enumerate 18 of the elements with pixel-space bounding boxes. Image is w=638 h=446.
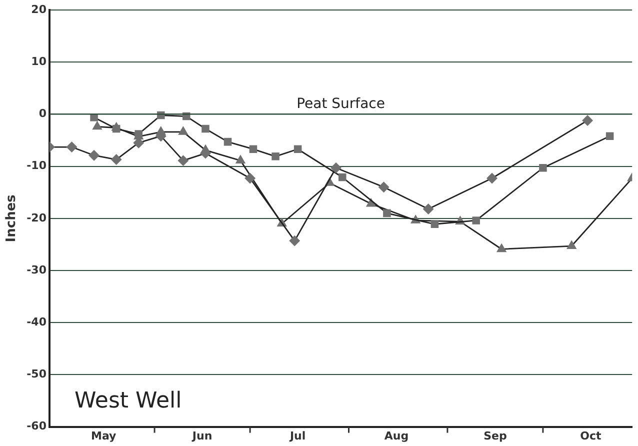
x-tick-label: Sep bbox=[484, 429, 507, 442]
annotation: West Well bbox=[74, 388, 182, 414]
x-tick-label: Jun bbox=[191, 429, 212, 442]
y-tick-label: 0 bbox=[38, 107, 47, 120]
x-tick-label: Aug bbox=[384, 429, 409, 442]
y-tick-label: -40 bbox=[26, 315, 47, 328]
ref-line-label: Peat Surface bbox=[296, 96, 385, 112]
y-tick-label: 10 bbox=[31, 54, 47, 68]
x-tick-label: Oct bbox=[580, 429, 602, 442]
y-tick-label: -50 bbox=[26, 368, 47, 381]
y-tick-label: 20 bbox=[31, 2, 47, 16]
y-axis-title: Inches bbox=[4, 194, 20, 242]
y-tick-label: -20 bbox=[26, 211, 47, 224]
x-tick-label: Jul bbox=[288, 429, 306, 442]
y-tick-label: -30 bbox=[26, 263, 47, 276]
y-tick-label: -60 bbox=[26, 420, 47, 433]
x-tick-label: May bbox=[90, 429, 116, 442]
y-tick-label: -10 bbox=[26, 159, 47, 172]
